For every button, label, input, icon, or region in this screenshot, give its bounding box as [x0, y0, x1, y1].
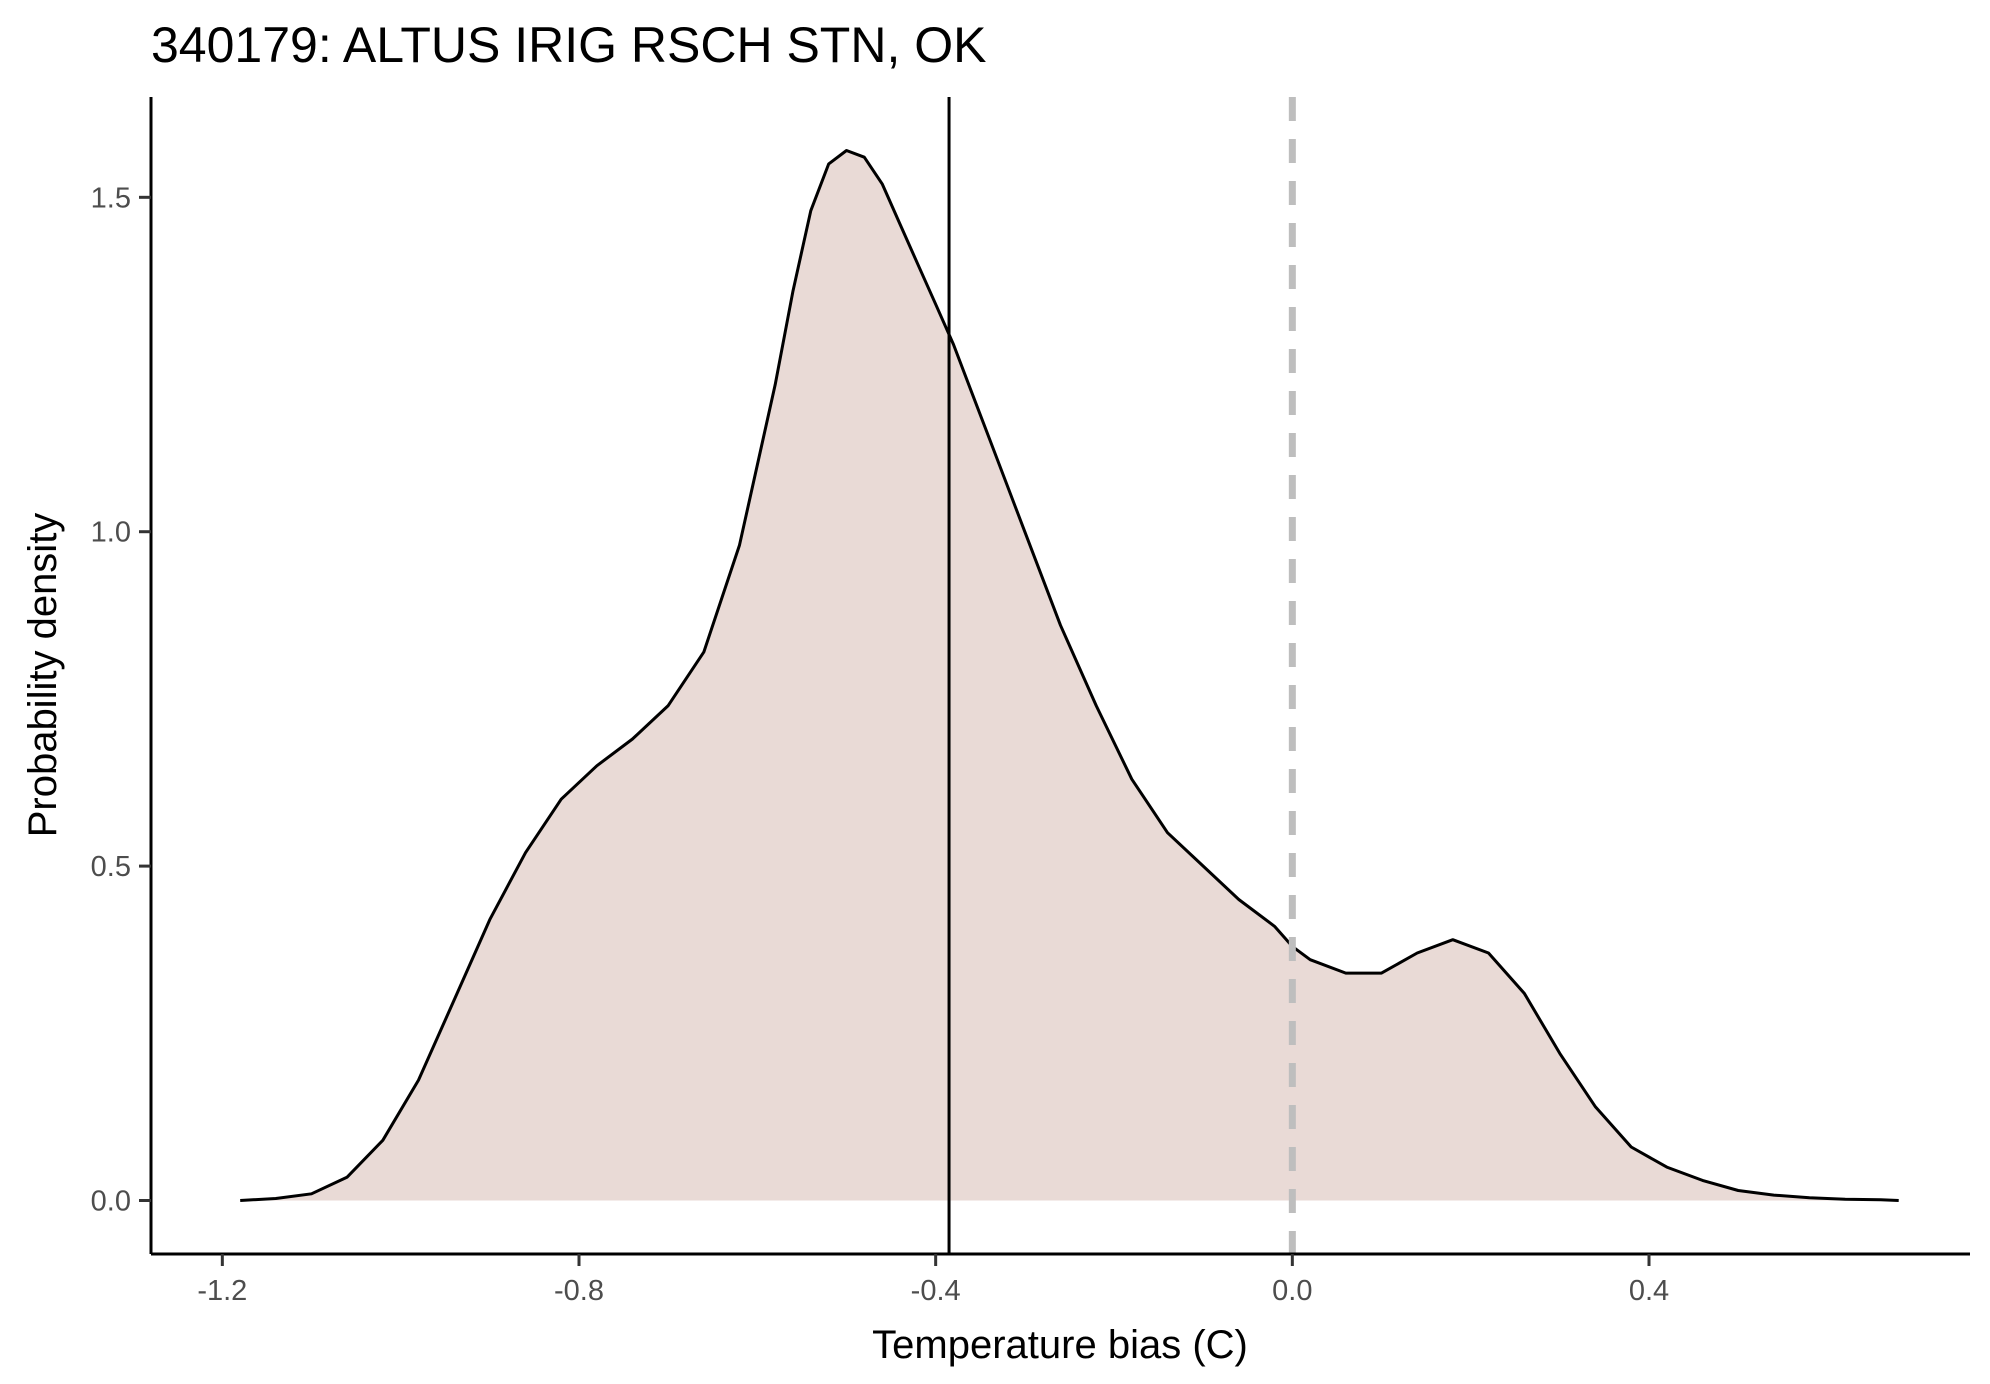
x-tick-label: -1.2: [197, 1275, 247, 1307]
x-tick-label: -0.4: [911, 1275, 961, 1307]
y-tick-label: 0.5: [91, 851, 131, 883]
y-tick-label: 1.5: [91, 182, 131, 214]
x-tick-label: 0.0: [1272, 1275, 1312, 1307]
y-tick-label: 1.0: [91, 517, 131, 549]
density-area-0: [240, 150, 1899, 1201]
y-axis-ticks: 0.0 0.5 1.0 1.5: [91, 182, 151, 1217]
y-tick-label: 0.0: [91, 1185, 131, 1217]
plot-area: [240, 97, 1899, 1254]
x-tick-label: -0.8: [554, 1275, 604, 1307]
x-axis-label: Temperature bias (C): [872, 1323, 1248, 1367]
x-axis-ticks: -1.2 -0.8 -0.4 0.0 0.4: [197, 1254, 1669, 1307]
chart-title: 340179: ALTUS IRIG RSCH STN, OK: [151, 17, 986, 73]
y-axis-label: Probability density: [21, 513, 65, 838]
x-tick-label: 0.4: [1629, 1275, 1669, 1307]
density-curve-0: [240, 149, 1899, 1202]
